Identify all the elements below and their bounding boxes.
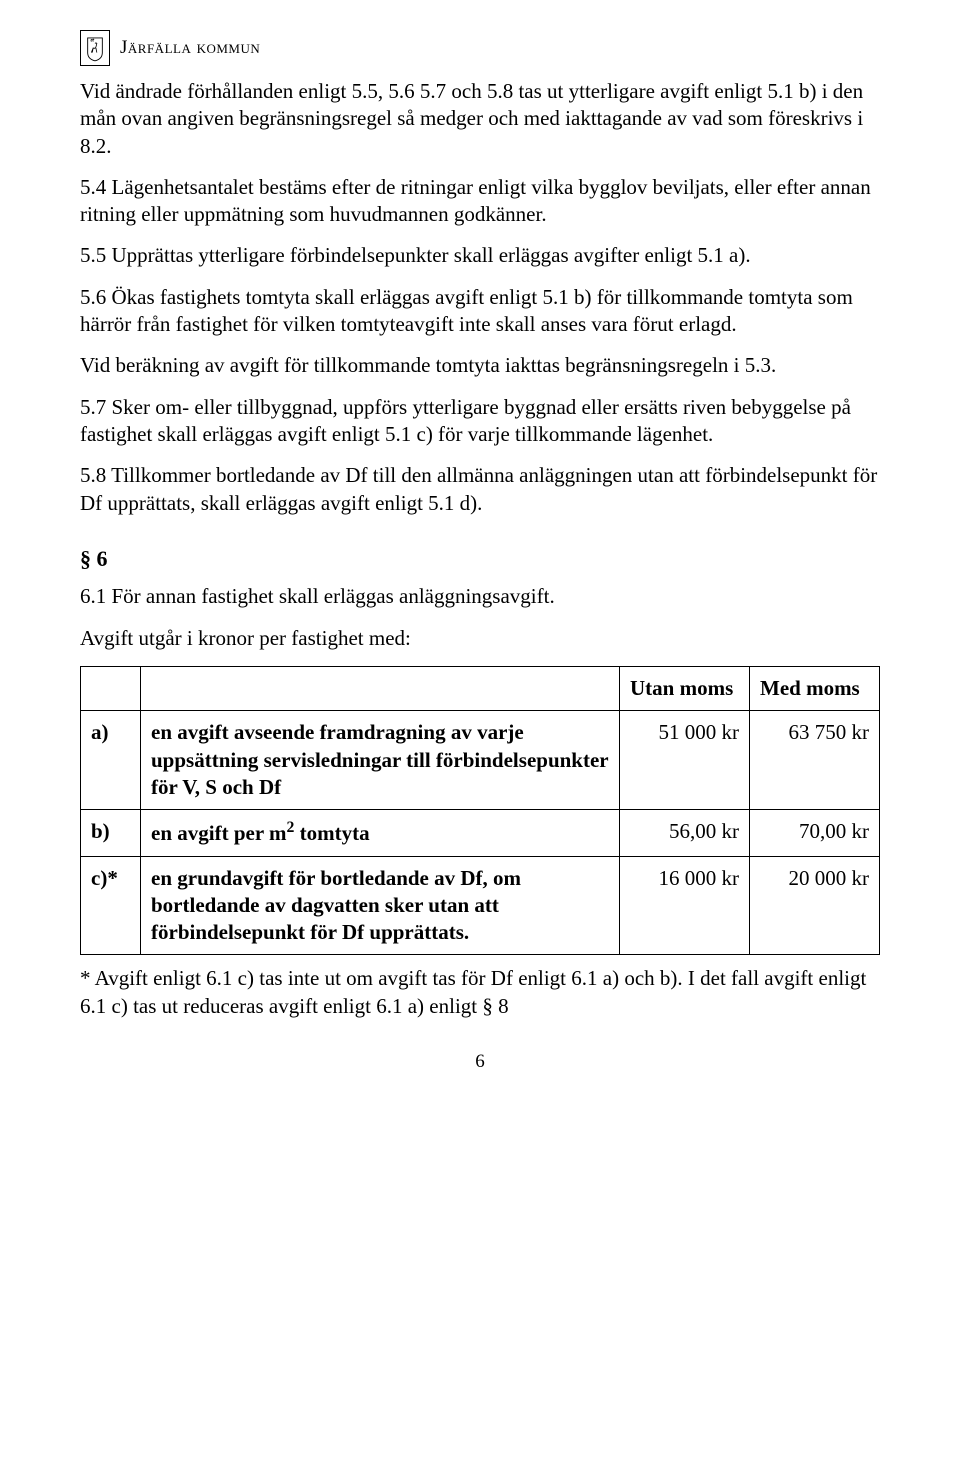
table-head-med: Med moms xyxy=(750,667,880,711)
page-number: 6 xyxy=(80,1050,880,1075)
row-b-med: 70,00 kr xyxy=(750,810,880,856)
table-row-c: c)* en grundavgift för bortledande av Df… xyxy=(81,856,880,955)
table-head-blank1 xyxy=(81,667,141,711)
row-c-desc: en grundavgift för bortledande av Df, om… xyxy=(141,856,620,955)
section-6-1: 6.1 För annan fastighet skall erläggas a… xyxy=(80,583,880,610)
row-a-med: 63 750 kr xyxy=(750,711,880,810)
row-b-utan: 56,00 kr xyxy=(620,810,750,856)
table-row-a: a) en avgift avseende framdragning av va… xyxy=(81,711,880,810)
fee-table: Utan moms Med moms a) en avgift avseende… xyxy=(80,666,880,955)
page-header: Järfälla kommun xyxy=(80,30,880,66)
row-b-desc: en avgift per m2 tomtyta xyxy=(141,810,620,856)
row-a-label: a) xyxy=(81,711,141,810)
section-6-intro: Avgift utgår i kronor per fastighet med: xyxy=(80,625,880,652)
row-a-desc: en avgift avseende framdragning av varje… xyxy=(141,711,620,810)
shield-deer-icon xyxy=(84,34,106,62)
row-c-label: c)* xyxy=(81,856,141,955)
paragraph-intro: Vid ändrade förhållanden enligt 5.5, 5.6… xyxy=(80,78,880,160)
table-head-utan: Utan moms xyxy=(620,667,750,711)
municipality-logo xyxy=(80,30,110,66)
table-row-b: b) en avgift per m2 tomtyta 56,00 kr 70,… xyxy=(81,810,880,856)
row-a-utan: 51 000 kr xyxy=(620,711,750,810)
section-6-mark: § 6 xyxy=(80,545,880,574)
table-footnote: * Avgift enligt 6.1 c) tas inte ut om av… xyxy=(80,965,880,1020)
row-b-label: b) xyxy=(81,810,141,856)
row-b-desc-prefix: en avgift per m xyxy=(151,821,287,845)
paragraph-5-8: 5.8 Tillkommer bortledande av Df till de… xyxy=(80,462,880,517)
row-c-utan: 16 000 kr xyxy=(620,856,750,955)
paragraph-5-7: 5.7 Sker om- eller tillbyggnad, uppförs … xyxy=(80,394,880,449)
municipality-name: Järfälla kommun xyxy=(120,36,260,61)
table-header-row: Utan moms Med moms xyxy=(81,667,880,711)
paragraph-5-4: 5.4 Lägenhetsantalet bestäms efter de ri… xyxy=(80,174,880,229)
paragraph-5-6b: Vid beräkning av avgift för tillkommande… xyxy=(80,352,880,379)
table-head-blank2 xyxy=(141,667,620,711)
row-b-desc-suffix: tomtyta xyxy=(294,821,369,845)
paragraph-5-5: 5.5 Upprättas ytterligare förbindelsepun… xyxy=(80,242,880,269)
paragraph-5-6: 5.6 Ökas fastighets tomtyta skall erlägg… xyxy=(80,284,880,339)
row-c-med: 20 000 kr xyxy=(750,856,880,955)
